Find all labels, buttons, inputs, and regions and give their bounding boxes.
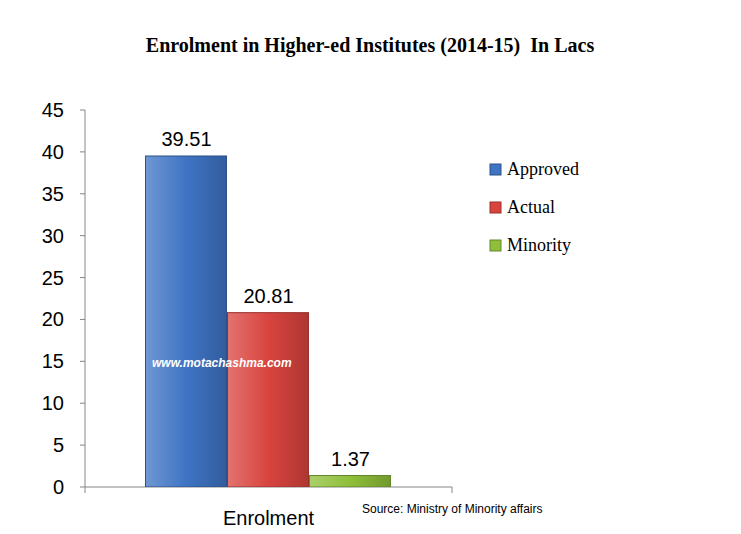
- bar: [310, 476, 391, 487]
- y-tick-label: 15: [42, 350, 64, 372]
- y-tick-label: 30: [42, 225, 64, 247]
- y-tick: [80, 403, 85, 404]
- legend-swatch: [490, 202, 501, 213]
- y-tick-label: 5: [53, 434, 64, 456]
- y-tick: [80, 319, 85, 320]
- bars: [146, 156, 391, 487]
- legend-label: Approved: [507, 159, 579, 179]
- y-tick: [80, 277, 85, 278]
- y-axis: [85, 110, 86, 487]
- y-tick-label: 45: [42, 99, 64, 121]
- bar: [228, 313, 309, 487]
- title: Enrolment in Higher-ed Institutes (2014-…: [146, 34, 595, 57]
- legend-swatch: [490, 164, 501, 175]
- bar: [146, 156, 227, 487]
- legend-label: Minority: [507, 235, 571, 255]
- y-tick: [80, 151, 85, 152]
- y-tick-label: 25: [42, 267, 64, 289]
- legend-swatch: [490, 240, 501, 251]
- y-tick-label: 0: [53, 476, 64, 498]
- y-tick: [80, 361, 85, 362]
- y-tick: [80, 235, 85, 236]
- y-tick: [80, 487, 85, 488]
- data-label: 20.81: [243, 285, 293, 307]
- x-tick: [452, 487, 453, 493]
- y-tick-label: 20: [42, 308, 64, 330]
- y-tick-label: 35: [42, 183, 64, 205]
- y-tick: [80, 193, 85, 194]
- y-tick: [80, 110, 85, 111]
- y-tick-label: 40: [42, 141, 64, 163]
- watermark: www.motachashma.com: [152, 356, 292, 370]
- chart-container: Enrolment in Higher-ed Institutes (2014-…: [0, 0, 741, 534]
- chart-svg: Enrolment in Higher-ed Institutes (2014-…: [0, 0, 741, 534]
- x-tick: [85, 487, 86, 493]
- data-label: 39.51: [161, 128, 211, 150]
- x-tick-label: Enrolment: [223, 507, 315, 529]
- source-note: Source: Ministry of Minority affairs: [362, 502, 543, 516]
- legend: Approved Actual Minority: [490, 159, 579, 255]
- data-label: 1.37: [331, 448, 370, 470]
- data-labels: 39.51 20.81 1.37: [161, 128, 370, 470]
- y-tick-label: 10: [42, 392, 64, 414]
- y-tick: [80, 445, 85, 446]
- legend-label: Actual: [507, 197, 555, 217]
